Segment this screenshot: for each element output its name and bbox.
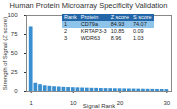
html-text:3: 3 (64, 35, 68, 41)
html-text:Protein: Protein (80, 14, 99, 20)
svg-text:50: 50 (11, 50, 18, 56)
html-text:2: 2 (64, 28, 68, 34)
svg-text:Strength of Signal (Z score): Strength of Signal (Z score) (2, 17, 8, 90)
html-text:KRTAP3-3: KRTAP3-3 (80, 28, 107, 34)
html-text:WDR63: WDR63 (80, 35, 101, 41)
html-text:Z score: Z score (110, 14, 129, 20)
svg-text:10: 10 (70, 100, 77, 106)
svg-text:30: 30 (163, 100, 170, 106)
svg-text:0: 0 (14, 88, 18, 94)
svg-text:100: 100 (7, 12, 18, 18)
html-text:0.09: 0.09 (133, 28, 144, 34)
html-text:1: 1 (64, 21, 68, 27)
html-text:Rank: Rank (64, 14, 77, 20)
svg-text:20: 20 (117, 100, 124, 106)
html-text:Human Protein Microarray Speci: Human Protein Microarray Specificity Val… (9, 1, 168, 10)
html-text:84.93: 84.93 (110, 21, 125, 27)
svg-text:25: 25 (11, 69, 18, 75)
html-text:S score: S score (133, 14, 152, 20)
html-text:1.03: 1.03 (133, 35, 144, 41)
html-text:74.07: 74.07 (133, 21, 147, 27)
html-text:CD79a: CD79a (80, 21, 98, 27)
svg-text:Signal Rank: Signal Rank (83, 103, 116, 109)
svg-text:1: 1 (30, 100, 34, 106)
html-text:8.96: 8.96 (110, 35, 122, 41)
html-text:10.85: 10.85 (110, 28, 125, 34)
svg-text:75: 75 (11, 31, 18, 37)
